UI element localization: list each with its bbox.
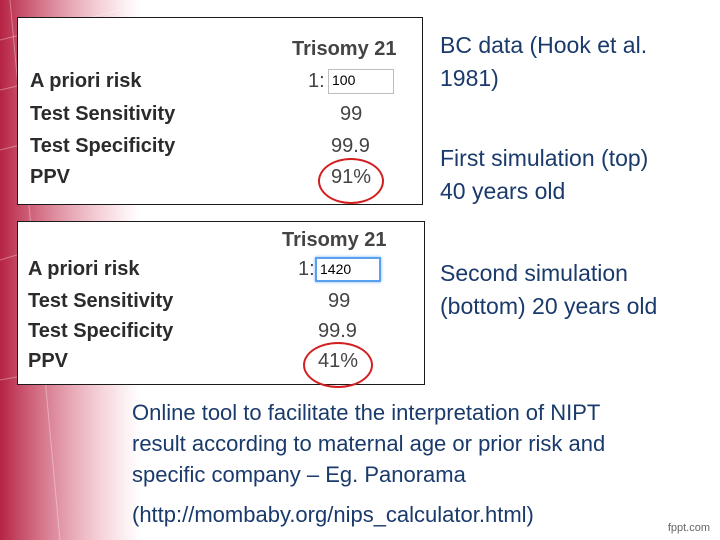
row-label-test-specificity: Test Specificity [28, 320, 174, 342]
note-bc-data: BC data (Hook et al. 1981) [440, 29, 647, 95]
row-label-test-sensitivity: Test Sensitivity [28, 290, 174, 312]
highlight-circle [318, 158, 384, 204]
row-label-a-priori-risk: A priori risk [28, 258, 140, 280]
row-label-ppv: PPV [30, 166, 71, 188]
footer-brand: fppt.com [667, 522, 710, 534]
row-label-test-sensitivity: Test Sensitivity [30, 103, 176, 125]
a-priori-risk-input[interactable]: 1420 [315, 257, 381, 282]
note-second-simulation: Second simulation (bottom) 20 years old [440, 257, 657, 323]
row-label-ppv: PPV [28, 350, 69, 372]
calculator-panel-bottom: Trisomy 21 A priori risk 1: 1420 Test Se… [17, 221, 425, 388]
calculator-url[interactable]: (http://mombaby.org/nips_calculator.html… [132, 502, 534, 527]
note-line: First simulation (top) [440, 145, 649, 171]
note-line: 1981) [440, 65, 499, 91]
a-priori-risk-input[interactable]: 100 [328, 69, 394, 94]
test-sensitivity-value: 99 [340, 103, 363, 125]
test-sensitivity-value: 99 [328, 290, 351, 312]
note-line: (bottom) 20 years old [440, 293, 658, 319]
description-line: Online tool to facilitate the interpreta… [132, 400, 601, 425]
tool-description: Online tool to facilitate the interpreta… [132, 397, 605, 530]
test-specificity-value: 99.9 [318, 320, 357, 342]
row-label-test-specificity: Test Specificity [30, 135, 176, 157]
note-first-simulation: First simulation (top) 40 years old [440, 142, 648, 208]
description-line: result according to maternal age or prio… [132, 431, 606, 456]
calculator-panel-top: Trisomy 21 A priori risk 1: 100 Test Sen… [17, 17, 423, 205]
note-line: Second simulation [440, 260, 628, 286]
test-specificity-value: 99.9 [331, 135, 370, 157]
highlight-circle [303, 342, 373, 388]
risk-ratio-prefix: 1: [298, 258, 315, 280]
risk-ratio-prefix: 1: [308, 70, 325, 92]
row-label-a-priori-risk: A priori risk [30, 70, 142, 92]
note-line: 40 years old [440, 178, 566, 204]
description-line: specific company – Eg. Panorama [132, 462, 466, 487]
panel-title: Trisomy 21 [292, 38, 397, 60]
panel-title: Trisomy 21 [282, 229, 387, 251]
note-line: BC data (Hook et al. [440, 32, 648, 58]
